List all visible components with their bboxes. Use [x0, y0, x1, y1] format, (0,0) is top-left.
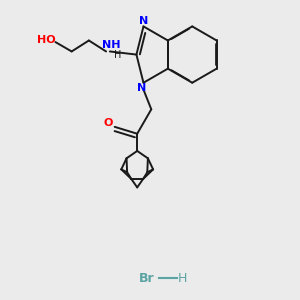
Text: N: N — [137, 83, 146, 93]
Text: HO: HO — [37, 34, 56, 45]
Text: N: N — [139, 16, 148, 26]
Text: H: H — [114, 50, 121, 60]
Text: O: O — [103, 118, 112, 128]
Text: H: H — [178, 272, 187, 285]
Text: NH: NH — [102, 40, 121, 50]
Text: Br: Br — [139, 272, 155, 285]
